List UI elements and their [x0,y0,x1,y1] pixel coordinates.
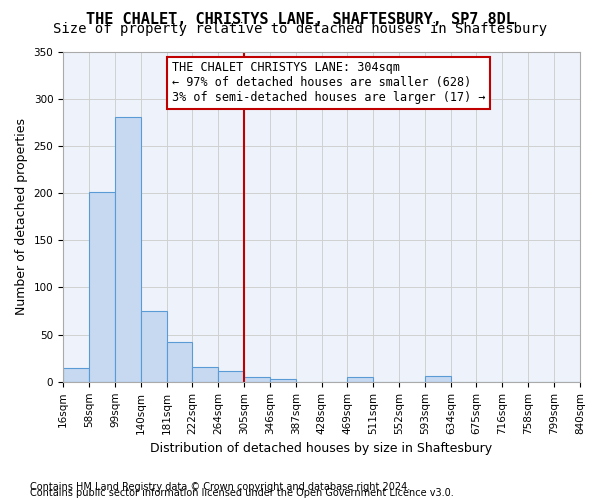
Bar [141,311,167,382]
Bar [115,116,141,382]
Text: THE CHALET, CHRISTYS LANE, SHAFTESBURY, SP7 8DL: THE CHALET, CHRISTYS LANE, SHAFTESBURY, … [86,12,514,28]
Text: Size of property relative to detached houses in Shaftesbury: Size of property relative to detached ho… [53,22,547,36]
Bar [244,377,270,382]
Text: Contains HM Land Registry data © Crown copyright and database right 2024.: Contains HM Land Registry data © Crown c… [30,482,410,492]
Y-axis label: Number of detached properties: Number of detached properties [15,118,28,315]
Bar [218,372,244,382]
Bar [167,342,192,382]
Bar [270,379,296,382]
Bar [347,377,373,382]
Text: Contains public sector information licensed under the Open Government Licence v3: Contains public sector information licen… [30,488,454,498]
Bar [89,192,115,382]
Bar [63,368,89,382]
Bar [425,376,451,382]
X-axis label: Distribution of detached houses by size in Shaftesbury: Distribution of detached houses by size … [151,442,493,455]
Text: THE CHALET CHRISTYS LANE: 304sqm
← 97% of detached houses are smaller (628)
3% o: THE CHALET CHRISTYS LANE: 304sqm ← 97% o… [172,62,485,104]
Bar [192,366,218,382]
